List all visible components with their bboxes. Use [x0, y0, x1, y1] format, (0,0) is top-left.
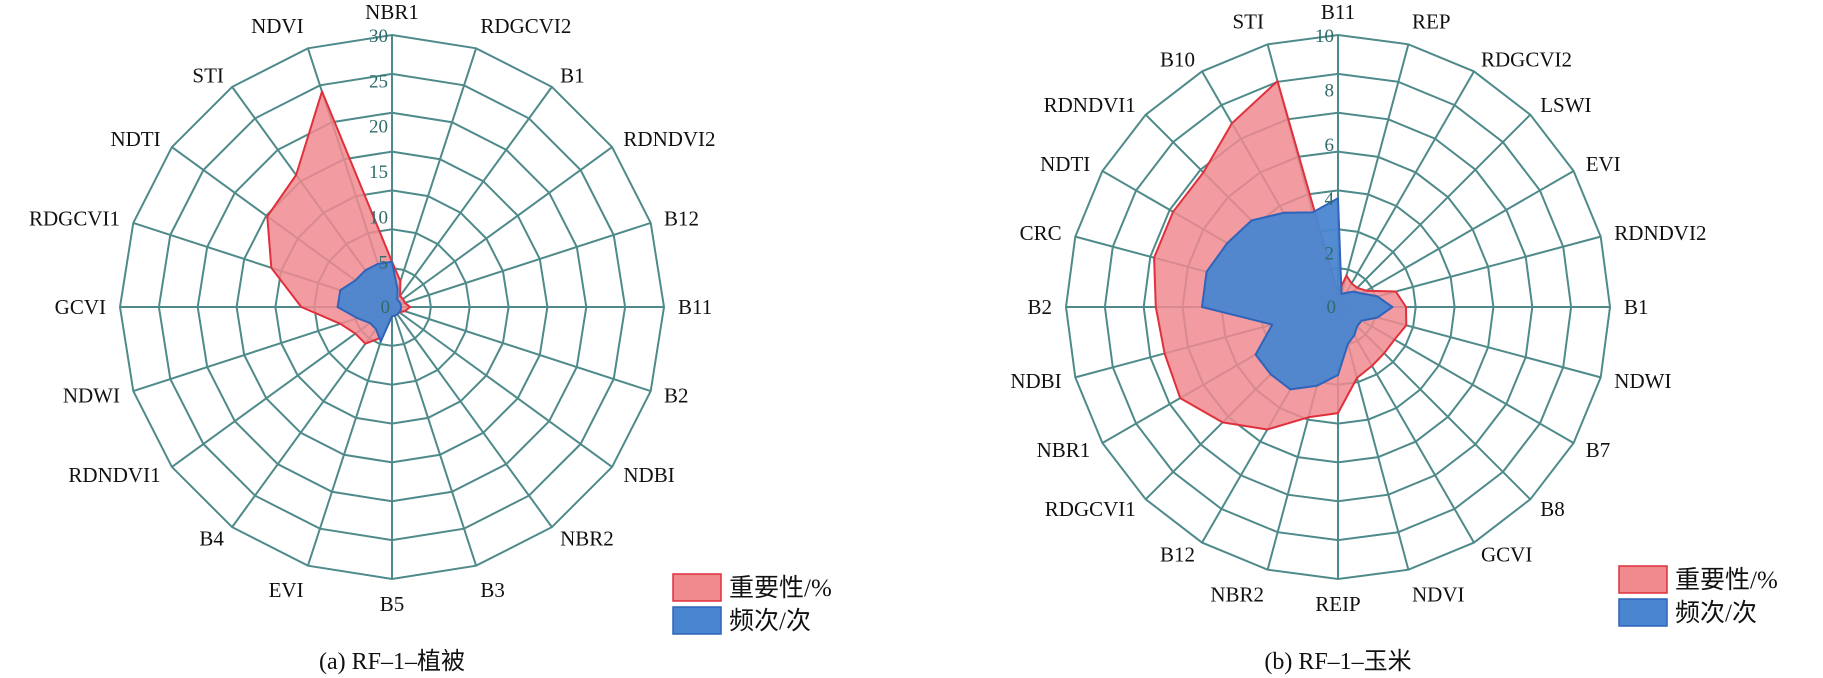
legend-swatch	[672, 573, 722, 602]
grid-spoke	[391, 146, 613, 308]
category-label: REP	[1412, 10, 1451, 34]
category-label: NDVI	[1412, 582, 1465, 606]
category-label: STI	[1233, 10, 1265, 34]
grid-spoke	[306, 306, 393, 567]
tick-label: 30	[369, 26, 388, 47]
category-label: NDBI	[623, 463, 674, 487]
category-label: B7	[1586, 438, 1611, 462]
category-labels: B11 REP RDGCVI2 LSWI EVI RDNDVI2 B1 NDWI B7 B8 GCV…	[1010, 0, 1706, 616]
category-label: CRC	[1020, 221, 1062, 245]
chart-caption: (a) RF–1–植被	[319, 648, 465, 675]
category-label: GCVI	[1481, 543, 1532, 567]
category-label: B11	[678, 295, 712, 319]
tick-label: 25	[369, 71, 388, 92]
legend-label: 重要性/%	[729, 574, 832, 602]
tick-label: 10	[369, 207, 388, 228]
tick-label: 15	[369, 162, 388, 183]
category-label: NDBI	[1010, 369, 1061, 393]
category-label: B12	[1160, 543, 1195, 567]
tick-label: 0	[381, 297, 391, 318]
category-label: RDNDVI2	[1614, 221, 1706, 245]
tick-label: 4	[1325, 189, 1335, 210]
tick-labels: 0 5 10 15 20 25 30	[369, 26, 390, 318]
tick-label: 10	[1315, 26, 1334, 47]
tick-label: 2	[1325, 244, 1335, 265]
legend-swatch	[1618, 565, 1668, 594]
category-label: B5	[380, 592, 405, 616]
tick-label: 8	[1325, 80, 1335, 101]
category-label: NDTI	[1040, 152, 1090, 176]
category-label: NDWI	[63, 383, 120, 407]
category-label: B12	[664, 207, 699, 231]
series-area-frequency	[336, 260, 403, 343]
category-label: EVI	[269, 578, 304, 602]
grid-spoke	[391, 306, 478, 567]
category-labels: NBR1 RDGCVI2 B1 RDNDVI2 B12 B11 B2 NDBI NBR2 B3 B5…	[29, 0, 716, 616]
grid-spoke	[391, 306, 613, 468]
tick-label: 0	[1327, 297, 1337, 318]
grid-spoke	[391, 47, 478, 308]
grid-spoke	[391, 306, 652, 393]
legend-label: 重要性/%	[1675, 566, 1778, 594]
category-label: STI	[192, 64, 224, 88]
grid-spoke	[391, 221, 652, 308]
tick-label: 5	[379, 253, 389, 274]
category-label: B11	[1321, 0, 1355, 24]
grid-spoke	[1337, 70, 1475, 308]
category-label: NBR2	[1210, 582, 1264, 606]
legend-label: 频次/次	[1675, 599, 1757, 627]
category-label: RDGCVI1	[1045, 497, 1136, 521]
tick-labels: 0 2 4 6 8 10	[1315, 26, 1336, 318]
category-label: RDNDVI1	[1044, 93, 1136, 117]
category-label: B2	[1027, 295, 1052, 319]
category-label: B10	[1160, 47, 1195, 71]
category-label: RDGCVI2	[480, 14, 571, 38]
category-label: B1	[1624, 295, 1649, 319]
category-label: RDGCVI2	[1481, 47, 1572, 71]
category-label: B1	[560, 64, 585, 88]
category-label: REIP	[1315, 592, 1361, 616]
category-label: RDGCVI1	[29, 207, 120, 231]
category-label: NDVI	[251, 14, 304, 38]
legend-swatch	[1618, 598, 1668, 627]
legend-swatch	[672, 606, 722, 635]
legend-label: 频次/次	[729, 607, 811, 635]
category-label: B2	[664, 383, 689, 407]
legend: 重要性/% 频次/次	[672, 573, 832, 635]
grid-spoke	[1337, 113, 1532, 308]
category-label: EVI	[1586, 152, 1621, 176]
grid-spoke	[1337, 170, 1575, 308]
tick-label: 6	[1325, 135, 1335, 156]
category-label: NBR2	[560, 526, 614, 550]
category-label: NBR1	[365, 0, 419, 24]
chart-caption: (b) RF–1–玉米	[1264, 648, 1411, 675]
grid-spoke	[391, 86, 553, 308]
category-label: NDTI	[110, 127, 160, 151]
category-label: B3	[480, 578, 505, 602]
legend: 重要性/% 频次/次	[1618, 565, 1778, 627]
series-area-frequency	[1201, 197, 1394, 391]
category-label: GCVI	[55, 295, 106, 319]
category-label: B4	[199, 526, 224, 550]
category-label: NDWI	[1614, 369, 1671, 393]
tick-label: 20	[369, 117, 388, 138]
category-label: RDNDVI1	[68, 463, 160, 487]
category-label: NBR1	[1037, 438, 1091, 462]
grid-spoke	[391, 306, 553, 528]
category-label: B8	[1540, 497, 1565, 521]
category-label: LSWI	[1540, 93, 1591, 117]
grid-spoke	[1337, 44, 1410, 308]
category-label: RDNDVI2	[623, 127, 715, 151]
